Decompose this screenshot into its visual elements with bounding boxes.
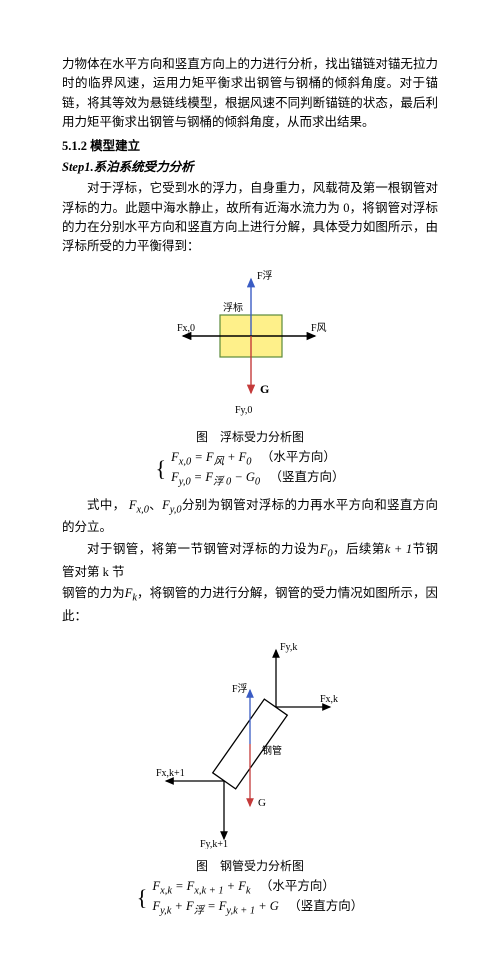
label-G2: G [258,797,266,809]
sym-Fy0: Fy,0 [162,498,182,512]
label-Fbuoy2: F浮 [232,683,248,695]
step-title: 系泊系统受力分析 [94,160,194,174]
float-analysis-para: 对于浮标，它受到水的浮力，自身重力，风载荷及第一根钢管对浮标的力。此题中海水静止… [62,179,438,257]
step-label: Step1. [62,160,94,174]
buoy-label: 浮标 [223,302,243,314]
label-Fbuoy: F浮 [257,270,273,282]
intro-para: 力物体在水平方向和竖直方向上的力进行分析，找出锚链对锚无拉力时的临界风速，运用力… [62,55,438,133]
sym-Fx0: Fx,0 [129,498,149,512]
equation-pipe: { Fx,k = Fx,k + 1 + Fk （水平方向） Fy,k + F浮 … [62,878,438,919]
figure-pipe-force: 钢管 Fy,k Fx,k F浮 G Fx,k+1 Fy,k+1 [62,634,438,855]
figure-buoy-force: 浮标 F浮 F风 Fx,0 G Fy,0 [62,265,438,426]
fig1-caption: 图 浮标受力分析图 [62,428,438,447]
label-Fyk1: Fy,k+1 [200,839,228,849]
mid-para: 式中， Fx,0、Fy,0分别为钢管对浮标的力再水平方向和竖直方向的分立。 [62,496,438,538]
label-Fxk: Fx,k [320,694,338,705]
label-G: G [260,382,269,396]
equation-buoy: { Fx,0 = F风 + F0 （水平方向） Fy,0 = F浮 0 − G0… [62,449,438,490]
step-heading: Step1.系泊系统受力分析 [62,158,438,177]
label-Fyk: Fy,k [280,642,297,653]
label-Fwind: F风 [311,322,327,334]
mid-text-a: 式中， [87,498,125,512]
fig2-caption: 图 钢管受力分析图 [62,857,438,876]
pipe-label: 钢管 [262,744,282,757]
pipe2a: 钢管的力为 [62,586,125,600]
sym-k1: k + 1 [385,542,412,556]
label-Fy0: Fy,0 [235,405,252,416]
sym-F0: F0 [320,542,333,556]
pipe1b: ，后续第 [333,542,385,556]
label-Fxk1: Fx,k+1 [156,768,185,779]
pipe-para-2: 钢管的力为Fk，将钢管的力进行分解，钢管的受力情况如图所示，因此： [62,584,438,626]
section-heading: 5.1.2 模型建立 [62,137,438,156]
sym-Fk: Fk [125,586,137,600]
pipe-para-1: 对于钢管，将第一节钢管对浮标的力设为F0，后续第k + 1节钢管对第 k 节 [62,540,438,582]
label-Fx0: Fx,0 [177,323,195,334]
mid-sep: 、 [149,498,162,512]
pipe1a: 对于钢管，将第一节钢管对浮标的力设为 [87,542,320,556]
